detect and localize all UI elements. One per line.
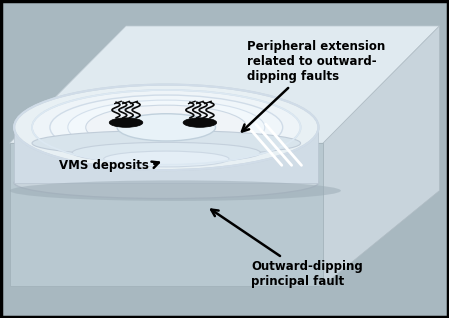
Polygon shape — [9, 26, 440, 143]
Ellipse shape — [104, 151, 229, 167]
Ellipse shape — [72, 142, 260, 163]
Polygon shape — [323, 26, 440, 286]
Ellipse shape — [68, 100, 265, 155]
Polygon shape — [14, 127, 318, 183]
Ellipse shape — [117, 114, 216, 141]
Ellipse shape — [32, 90, 300, 165]
Ellipse shape — [183, 118, 217, 127]
Text: VMS deposits: VMS deposits — [59, 159, 159, 172]
Ellipse shape — [14, 167, 318, 198]
Text: Peripheral extension
related to outward-
dipping faults: Peripheral extension related to outward-… — [242, 40, 385, 131]
Ellipse shape — [32, 130, 300, 156]
Text: Outward-dipping
principal fault: Outward-dipping principal fault — [211, 210, 363, 288]
Ellipse shape — [9, 180, 341, 201]
Ellipse shape — [14, 85, 318, 170]
Ellipse shape — [109, 118, 143, 127]
Ellipse shape — [86, 105, 247, 149]
Ellipse shape — [50, 95, 283, 160]
Polygon shape — [9, 143, 323, 286]
